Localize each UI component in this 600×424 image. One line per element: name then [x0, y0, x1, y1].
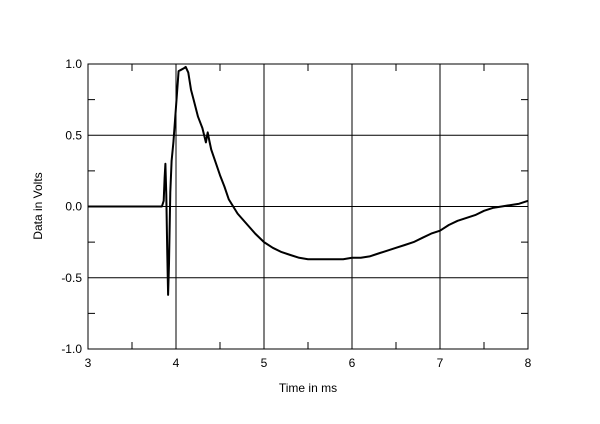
y-axis-label: Data in Volts — [31, 172, 45, 239]
x-axis-label: Time in ms — [279, 381, 337, 395]
y-tick-label: 0.0 — [65, 200, 82, 214]
series-layer — [88, 65, 529, 296]
tick-label-layer: 3 4 5 6 7 8 1.0 0.5 0.0 -0.5 -1.0 — [61, 57, 531, 370]
series-line — [88, 65, 529, 296]
x-tick-label: 3 — [85, 356, 92, 370]
y-tick-label: -1.0 — [61, 342, 82, 356]
x-tick-label: 7 — [437, 356, 444, 370]
y-tick-label: 1.0 — [65, 57, 82, 71]
x-tick-label: 6 — [349, 356, 356, 370]
x-tick-label: 8 — [525, 356, 532, 370]
x-tick-label: 4 — [173, 356, 180, 370]
y-tick-label: 0.5 — [65, 128, 82, 142]
tick-mark-layer — [88, 64, 528, 349]
x-tick-label: 5 — [261, 356, 268, 370]
y-tick-label: -0.5 — [61, 271, 82, 285]
